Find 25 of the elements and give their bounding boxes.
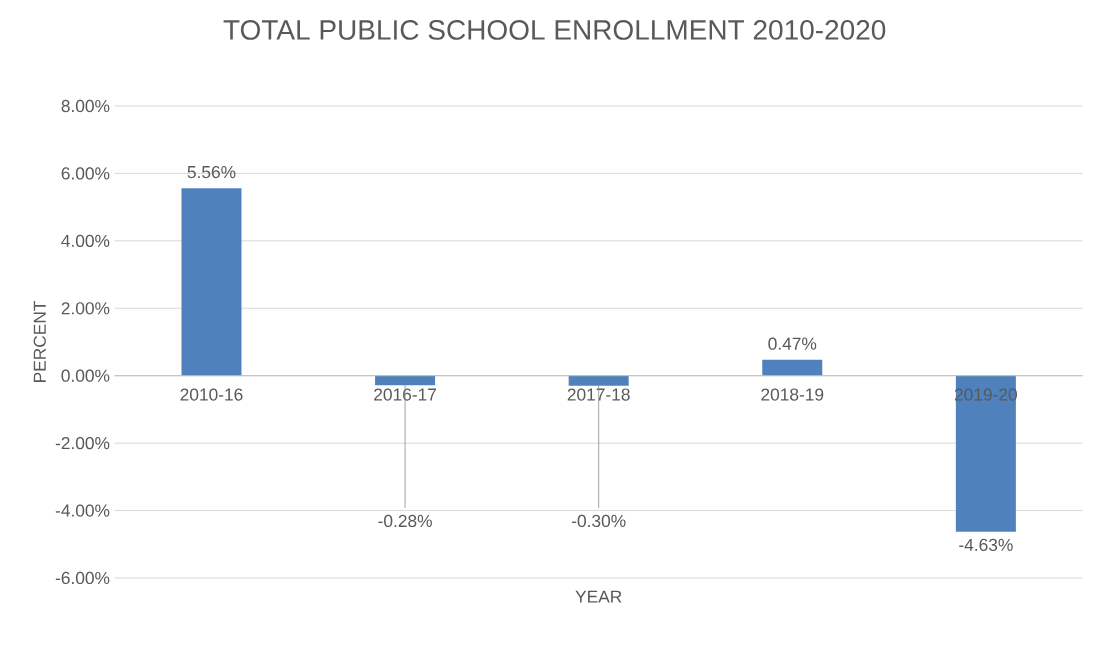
bar <box>955 375 1016 532</box>
bar <box>568 375 629 386</box>
data-label: 5.56% <box>187 165 236 179</box>
chart-title: TOTAL PUBLIC SCHOOL ENROLLMENT 2010-2020 <box>223 20 886 40</box>
y-tick-label: -2.00% <box>55 436 110 450</box>
x-tick-label: 2010-16 <box>180 388 243 401</box>
x-tick-label: 2018-19 <box>761 388 824 401</box>
y-axis-title: PERCENT <box>33 300 46 382</box>
y-tick-label: -4.00% <box>55 504 110 517</box>
y-tick-label: 8.00% <box>61 99 110 113</box>
y-tick-label: -6.00% <box>55 571 110 585</box>
data-label: 0.47% <box>768 337 817 350</box>
y-tick-label: 2.00% <box>61 302 110 315</box>
data-label: -4.63% <box>959 538 1013 551</box>
y-tick-label: 4.00% <box>61 234 110 247</box>
x-axis-title: YEAR <box>575 590 622 603</box>
y-tick-label: 6.00% <box>61 167 110 180</box>
bar <box>181 188 242 376</box>
data-label: -0.30% <box>571 514 626 528</box>
y-tick-label: 0.00% <box>61 369 110 382</box>
bar <box>762 359 823 376</box>
bar <box>375 375 436 386</box>
x-tick-label: 2016-17 <box>374 388 436 401</box>
x-tick-label: 2017-18 <box>567 388 630 401</box>
data-label: -0.28% <box>378 514 432 528</box>
